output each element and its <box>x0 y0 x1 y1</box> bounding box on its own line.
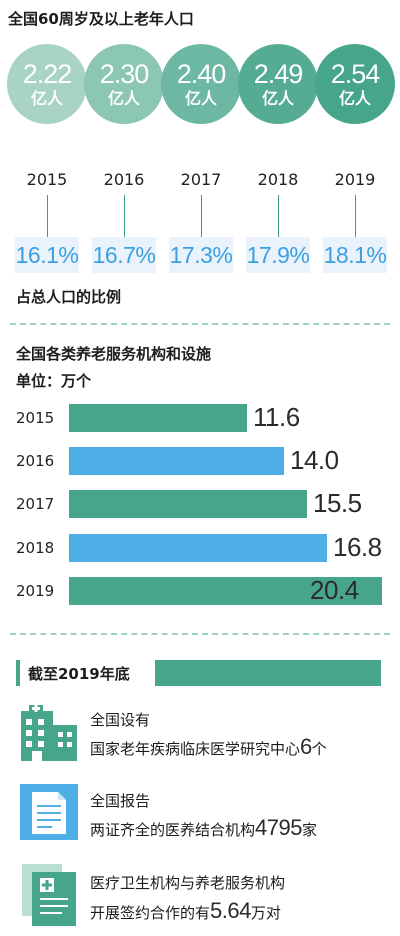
population-circle: 2.49 亿人 <box>238 44 318 124</box>
summary-item-2-line2: 两证齐全的医养结合机构4795家 <box>90 815 317 841</box>
facility-unit: 单位：万个 <box>16 372 92 390</box>
population-value: 2.40 <box>176 58 227 89</box>
summary-item-3-suffix: 万对 <box>250 904 281 922</box>
facility-bar <box>69 404 247 432</box>
population-year-label: 2017 <box>180 170 222 189</box>
summary-item-2-line1: 全国报告 <box>90 792 151 810</box>
summary-item-1-line2: 国家老年疾病临床医学研究中心6个 <box>90 734 327 760</box>
bar-year-label: 2017 <box>16 495 55 513</box>
percentage-value: 18.1% <box>323 237 387 273</box>
population-unit: 亿人 <box>261 88 294 108</box>
connector-line <box>124 195 125 237</box>
population-year-label: 2018 <box>257 170 299 189</box>
connector-line <box>355 195 356 237</box>
facility-bar-value: 14.0 <box>290 445 339 475</box>
facility-bar <box>69 534 327 562</box>
population-circle: 2.22 亿人 <box>7 44 87 124</box>
population-value: 2.30 <box>99 58 150 89</box>
population-year-label: 2019 <box>334 170 376 189</box>
divider-2 <box>10 633 390 635</box>
connector-line <box>278 195 279 237</box>
summary-item-1-value: 6 <box>300 734 312 759</box>
summary-item-3-line1: 医疗卫生机构与养老服务机构 <box>90 874 286 892</box>
facility-bar-value: 11.6 <box>253 402 300 432</box>
population-circle: 2.54 亿人 <box>315 44 395 124</box>
summary-item-3-value: 5.64 <box>210 898 251 923</box>
bar-year-label: 2015 <box>16 409 55 427</box>
population-title: 全国60周岁及以上老年人口 <box>8 10 194 28</box>
summary-header-accent <box>16 660 20 686</box>
summary-header: 截至2019年底 <box>28 665 130 683</box>
population-value: 2.49 <box>253 58 304 89</box>
population-circle: 2.30 亿人 <box>84 44 164 124</box>
summary-item-3-line2: 开展签约合作的有5.64万对 <box>90 898 281 924</box>
population-unit: 亿人 <box>184 88 217 108</box>
bar-year-label: 2018 <box>16 539 55 557</box>
summary-item-2-value: 4795 <box>255 815 302 840</box>
summary-item-1-text: 国家老年疾病临床医学研究中心 <box>90 740 301 758</box>
percentage-footer: 占总人口的比例 <box>16 288 122 306</box>
percentage-value: 17.9% <box>246 237 310 273</box>
population-value: 2.22 <box>22 58 73 89</box>
summary-item-2-text: 两证齐全的医养结合机构 <box>90 821 256 839</box>
facility-bar <box>69 447 284 475</box>
report-document-icon <box>20 784 78 840</box>
bar-year-label: 2016 <box>16 452 55 470</box>
summary-item-2-suffix: 家 <box>301 821 317 839</box>
population-unit: 亿人 <box>30 88 63 108</box>
summary-item-1-suffix: 个 <box>311 740 327 758</box>
facility-bar-value: 20.4 <box>310 575 359 605</box>
facility-bar-value: 16.8 <box>333 532 382 562</box>
summary-item-1-line1: 全国设有 <box>90 711 151 729</box>
facility-bar <box>69 490 307 518</box>
connector-line <box>47 195 48 237</box>
percentage-value: 17.3% <box>169 237 233 273</box>
facility-bar-value: 15.5 <box>313 488 362 518</box>
population-year-label: 2016 <box>103 170 145 189</box>
summary-header-band <box>155 660 381 686</box>
population-unit: 亿人 <box>338 88 371 108</box>
percentage-value: 16.1% <box>15 237 79 273</box>
population-year-label: 2015 <box>26 170 68 189</box>
connector-line <box>201 195 202 237</box>
building-icon <box>21 705 77 761</box>
population-unit: 亿人 <box>107 88 140 108</box>
percentage-value: 16.7% <box>92 237 156 273</box>
summary-item-3-text: 开展签约合作的有 <box>90 904 211 922</box>
bar-year-label: 2019 <box>16 582 55 600</box>
facility-title: 全国各类养老服务机构和设施 <box>16 345 212 363</box>
contract-documents-icon <box>22 864 76 926</box>
divider-1 <box>10 323 390 325</box>
facility-bar <box>69 577 382 605</box>
population-circle: 2.40 亿人 <box>161 44 241 124</box>
population-value: 2.54 <box>330 58 381 89</box>
